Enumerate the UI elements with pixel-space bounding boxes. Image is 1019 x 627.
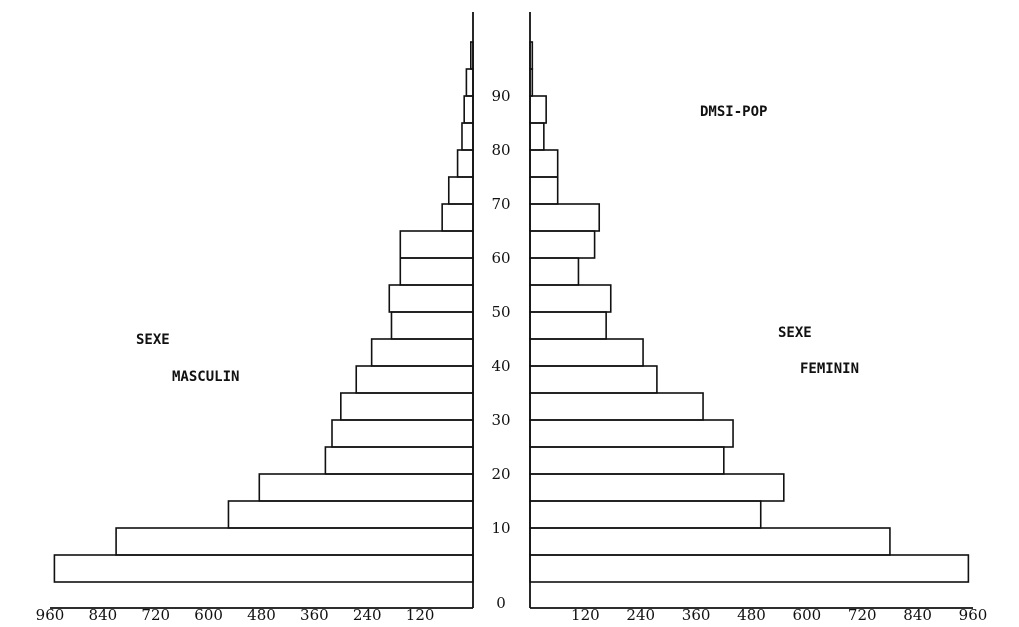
female-bar bbox=[529, 338, 644, 367]
female-x-tick-label: 840 bbox=[903, 606, 932, 624]
age-tick-label: 70 bbox=[491, 195, 510, 213]
male-bar bbox=[370, 338, 474, 367]
female-bar bbox=[529, 284, 612, 313]
male-bar bbox=[465, 68, 474, 97]
axes bbox=[50, 12, 973, 609]
female-bar bbox=[529, 95, 547, 124]
male-bar bbox=[399, 257, 474, 286]
age-labels: 0 10 20 30 40 50 60 70 80 90 bbox=[491, 87, 510, 612]
female-x-tick-label: 360 bbox=[682, 606, 711, 624]
female-bars bbox=[529, 41, 970, 583]
female-x-tick-label: 480 bbox=[737, 606, 766, 624]
male-x-tick-label: 480 bbox=[247, 606, 276, 624]
male-x-tick-label: 720 bbox=[141, 606, 170, 624]
male-bar bbox=[463, 95, 474, 124]
male-x-tick-label: 120 bbox=[406, 606, 435, 624]
male-bar bbox=[258, 473, 474, 502]
age-tick-label: 60 bbox=[491, 249, 510, 267]
male-label-line2: MASCULIN bbox=[172, 369, 239, 385]
female-bar bbox=[529, 257, 580, 286]
male-bar bbox=[388, 284, 474, 313]
male-x-tick-label: 600 bbox=[194, 606, 223, 624]
age-tick-label: 10 bbox=[491, 519, 510, 537]
female-x-tick-label: 720 bbox=[848, 606, 877, 624]
male-x-tick-label: 240 bbox=[353, 606, 382, 624]
female-bar bbox=[529, 230, 596, 259]
male-bar bbox=[441, 203, 474, 232]
male-x-tick-label: 960 bbox=[36, 606, 65, 624]
x-tick-labels: 960 840 720 600 480 360 240 120 120 240 360 480 600 7… bbox=[36, 606, 988, 624]
male-bars bbox=[53, 41, 474, 583]
age-tick-label: 90 bbox=[491, 87, 510, 105]
female-bar bbox=[529, 311, 607, 340]
female-bar bbox=[529, 554, 970, 583]
female-label-line1: SEXE bbox=[778, 325, 812, 341]
male-bar bbox=[227, 500, 474, 529]
male-bar bbox=[340, 392, 474, 421]
female-label-line2: FEMININ bbox=[800, 361, 859, 377]
male-x-tick-label: 840 bbox=[89, 606, 118, 624]
male-bar bbox=[447, 176, 474, 205]
female-bar bbox=[529, 176, 559, 205]
female-x-tick-label: 600 bbox=[793, 606, 822, 624]
male-bar bbox=[115, 527, 474, 556]
female-bar bbox=[529, 500, 762, 529]
male-bar bbox=[461, 122, 474, 151]
male-bar bbox=[355, 365, 474, 394]
age-tick-label: 40 bbox=[491, 357, 510, 375]
male-bar bbox=[456, 149, 474, 178]
male-x-tick-label: 360 bbox=[300, 606, 329, 624]
age-tick-label: 0 bbox=[496, 594, 506, 612]
age-tick-label: 80 bbox=[491, 141, 510, 159]
female-x-tick-label: 120 bbox=[571, 606, 600, 624]
male-bar bbox=[53, 554, 474, 583]
male-label-line1: SEXE bbox=[136, 332, 170, 348]
female-bar bbox=[529, 527, 891, 556]
female-bar bbox=[529, 149, 559, 178]
male-bar bbox=[390, 311, 474, 340]
female-bar bbox=[529, 122, 545, 151]
age-tick-label: 20 bbox=[491, 465, 510, 483]
male-bar bbox=[399, 230, 474, 259]
female-bar bbox=[529, 365, 658, 394]
female-x-tick-label: 240 bbox=[626, 606, 655, 624]
female-bar bbox=[529, 203, 601, 232]
female-x-tick-label: 960 bbox=[959, 606, 988, 624]
age-tick-label: 30 bbox=[491, 411, 510, 429]
female-bar bbox=[529, 446, 725, 475]
female-bar bbox=[529, 392, 704, 421]
chart-title: DMSI-POP bbox=[700, 104, 767, 120]
male-bar bbox=[324, 446, 474, 475]
age-tick-label: 50 bbox=[491, 303, 510, 321]
female-bar bbox=[529, 419, 734, 448]
male-bar bbox=[331, 419, 474, 448]
female-bar bbox=[529, 473, 785, 502]
